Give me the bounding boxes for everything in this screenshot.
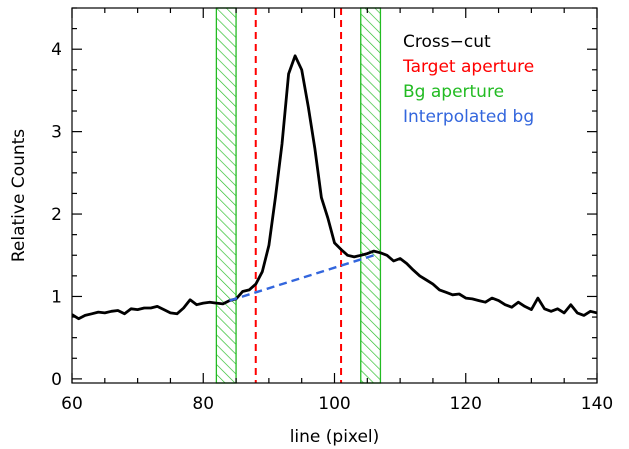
x-tick-label: 60 bbox=[61, 394, 83, 414]
x-tick-label: 140 bbox=[581, 394, 613, 414]
legend-entry-2: Target aperture bbox=[402, 57, 534, 77]
y-tick-label: 4 bbox=[51, 40, 62, 60]
x-tick-label: 120 bbox=[450, 394, 482, 414]
series-interpolated-bg bbox=[229, 254, 375, 302]
y-tick-label: 0 bbox=[51, 370, 62, 390]
y-tick-label: 2 bbox=[51, 205, 62, 225]
y-tick-label: 1 bbox=[51, 287, 62, 307]
x-tick-label: 80 bbox=[192, 394, 214, 414]
y-tick-label: 3 bbox=[51, 123, 62, 143]
series-cross-cut bbox=[72, 54, 597, 321]
bg-aperture-band-1 bbox=[215, 7, 237, 384]
legend: Cross−cut Target aperture Bg aperture Inter… bbox=[402, 32, 534, 127]
bg-aperture-band-2 bbox=[360, 7, 382, 384]
legend-entry-3: Bg aperture bbox=[403, 82, 504, 102]
x-axis-label: line (pixel) bbox=[290, 427, 380, 447]
x-tick-label: 100 bbox=[318, 394, 350, 414]
target-aperture-lines bbox=[254, 8, 343, 383]
x-axis-ticks: 60 80 100 120 140 bbox=[61, 8, 613, 414]
y-axis-label: Relative Counts bbox=[9, 129, 29, 262]
legend-entry-4: Interpolated bg bbox=[403, 107, 534, 127]
y-axis-ticks: 0 1 2 3 4 bbox=[51, 7, 597, 390]
bg-aperture-bands bbox=[215, 7, 382, 384]
legend-entry-1: Cross−cut bbox=[403, 32, 491, 52]
series-layer bbox=[72, 54, 597, 321]
